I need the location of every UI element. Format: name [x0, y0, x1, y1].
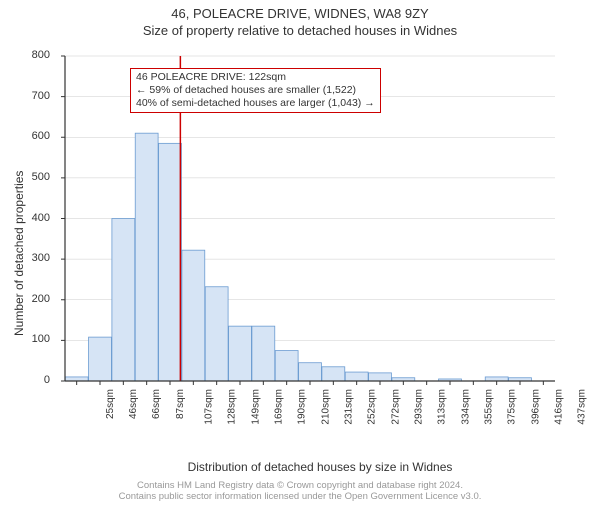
x-tick-label: 190sqm [297, 389, 308, 425]
x-tick-label: 46sqm [128, 389, 139, 419]
x-tick-label: 252sqm [367, 389, 378, 425]
page-subtitle: Size of property relative to detached ho… [0, 23, 600, 38]
annotation-line-3: 40% of semi-detached houses are larger (… [136, 97, 375, 110]
y-tick-label: 700 [20, 90, 50, 102]
copyright-line-2: Contains public sector information licen… [0, 492, 600, 503]
y-tick-label: 300 [20, 252, 50, 264]
x-tick-label: 375sqm [507, 389, 518, 425]
x-tick-label: 87sqm [175, 389, 186, 419]
y-tick-label: 400 [20, 212, 50, 224]
annotation-line-1: 46 POLEACRE DRIVE: 122sqm [136, 71, 375, 84]
x-tick-label: 313sqm [437, 389, 448, 425]
y-tick-label: 0 [20, 374, 50, 386]
x-tick-label: 107sqm [204, 389, 215, 425]
y-tick-label: 800 [20, 49, 50, 61]
x-tick-label: 25sqm [105, 389, 116, 419]
x-tick-label: 149sqm [250, 389, 261, 425]
annotation-line-2: ← 59% of detached houses are smaller (1,… [136, 84, 375, 97]
x-tick-label: 231sqm [344, 389, 355, 425]
x-tick-label: 396sqm [530, 389, 541, 425]
x-tick-label: 293sqm [414, 389, 425, 425]
y-tick-label: 100 [20, 333, 50, 345]
x-tick-label: 272sqm [390, 389, 401, 425]
x-tick-label: 334sqm [460, 389, 471, 425]
page-title: 46, POLEACRE DRIVE, WIDNES, WA8 9ZY [0, 6, 600, 21]
annotation-box: 46 POLEACRE DRIVE: 122sqm ← 59% of detac… [130, 68, 381, 113]
x-axis-label: Distribution of detached houses by size … [150, 460, 490, 474]
x-tick-label: 210sqm [320, 389, 331, 425]
y-tick-label: 200 [20, 293, 50, 305]
x-tick-label: 437sqm [577, 389, 588, 425]
x-tick-label: 355sqm [484, 389, 495, 425]
x-tick-label: 416sqm [554, 389, 565, 425]
y-tick-label: 600 [20, 130, 50, 142]
y-tick-label: 500 [20, 171, 50, 183]
x-tick-label: 169sqm [274, 389, 285, 425]
x-tick-label: 66sqm [151, 389, 162, 419]
x-tick-label: 128sqm [227, 389, 238, 425]
